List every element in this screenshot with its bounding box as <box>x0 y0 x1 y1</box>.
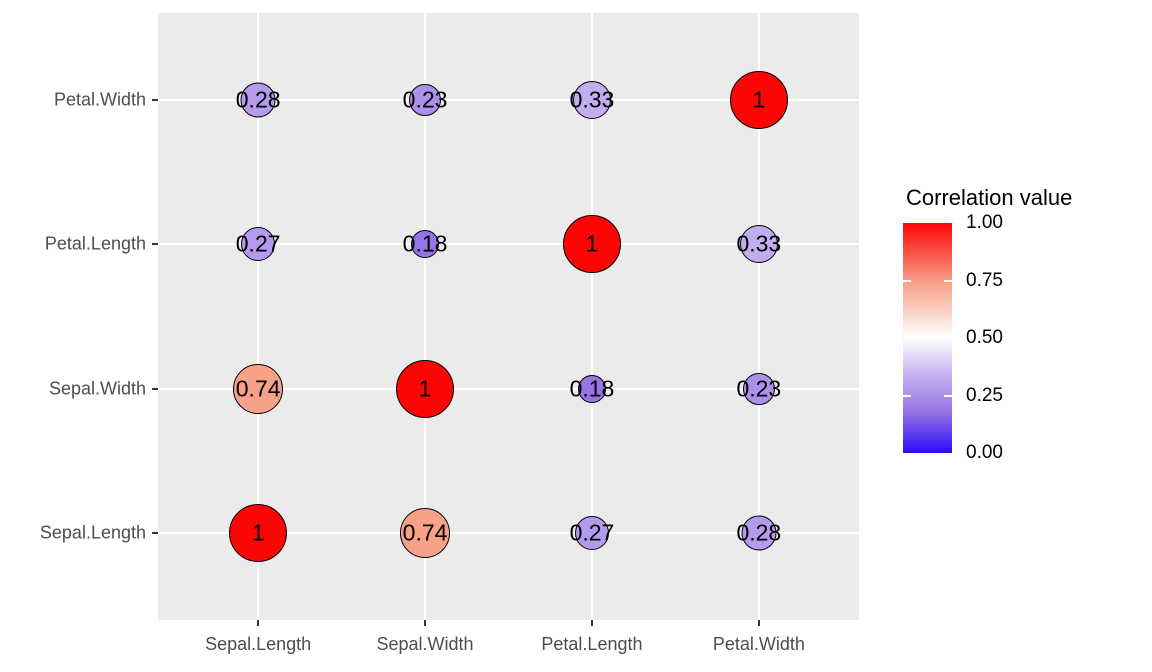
correlation-bubble <box>742 372 775 405</box>
correlation-bubble <box>240 82 276 118</box>
x-axis-tick <box>757 620 760 626</box>
plot-panel: 0.28 0.23 0.33 1 0.27 0.18 1 0.33 0.74 1 0.18 0.23 1… <box>158 13 859 620</box>
correlation-bubble <box>739 225 778 264</box>
x-axis-tick <box>257 620 260 626</box>
correlation-value-label: 0.27 <box>235 230 281 257</box>
correlation-value-label: 0.28 <box>235 86 281 113</box>
legend-tick-labels: 1.00 0.75 0.50 0.25 0.00 <box>966 212 1046 463</box>
correlation-bubble <box>572 80 611 119</box>
correlation-bubble <box>729 70 788 129</box>
correlation-value-label: 0.33 <box>736 230 782 257</box>
correlation-value-label: 1 <box>585 230 599 257</box>
gridline-vertical <box>590 13 593 620</box>
correlation-value-label: 0.18 <box>569 375 615 402</box>
gridline-vertical <box>257 13 260 620</box>
correlation-bubble <box>574 516 609 551</box>
legend-tick-label: 0.25 <box>966 384 1003 406</box>
y-axis-label: Petal.Length <box>44 233 146 254</box>
legend-bar-tick <box>903 279 911 282</box>
x-axis-label: Petal.Width <box>712 634 805 654</box>
correlation-bubble <box>241 227 276 262</box>
correlation-value-label: 0.23 <box>736 375 782 402</box>
correlation-bubble <box>396 359 455 418</box>
gridline-horizontal <box>158 98 859 101</box>
correlation-value-label: 0.23 <box>402 86 448 113</box>
correlation-bubble <box>400 508 451 559</box>
y-axis-tick <box>152 532 158 535</box>
y-axis-label: Petal.Width <box>53 89 146 110</box>
correlation-bubble <box>409 83 442 116</box>
x-axis-tick <box>424 620 427 626</box>
legend-title: Correlation value <box>906 185 1073 210</box>
correlation-value-label: 1 <box>418 375 432 402</box>
correlation-bubble <box>233 363 284 414</box>
gridline-vertical <box>757 13 760 620</box>
y-axis-tick <box>152 243 158 246</box>
y-axis-tick <box>152 387 158 390</box>
correlation-value-label: 0.28 <box>736 519 782 546</box>
correlation-value-label: 0.74 <box>402 519 448 546</box>
legend-bar-tick <box>944 279 952 282</box>
gridline-horizontal <box>158 532 859 535</box>
gridline-vertical <box>424 13 427 620</box>
correlation-bubble <box>229 504 288 563</box>
legend-tick-label: 0.50 <box>966 327 1003 348</box>
x-axis: Sepal.Length Sepal.Width Petal.Length Petal… <box>158 620 859 672</box>
gridline-horizontal <box>158 387 859 390</box>
correlation-bubble <box>577 374 606 403</box>
x-axis-label: Sepal.Width <box>376 634 474 654</box>
correlation-bubble <box>741 515 777 551</box>
legend-tick-label: 1.00 <box>966 212 1003 233</box>
correlation-value-label: 0.74 <box>235 375 281 402</box>
legend-bar-tick <box>903 394 911 397</box>
legend-tick-label: 0.00 <box>966 442 1003 463</box>
correlation-value-label: 0.33 <box>569 86 615 113</box>
legend: Correlation value 1.00 0.75 0.50 0.25 0.00 <box>903 185 1143 475</box>
y-axis: Petal.Width Petal.Length Sepal.Width Sepal.… <box>0 13 158 620</box>
correlation-bubble <box>562 215 621 274</box>
y-axis-label: Sepal.Length <box>39 522 146 543</box>
correlation-value-label: 1 <box>251 519 265 546</box>
correlation-value-label: 1 <box>752 86 766 113</box>
gridline-horizontal <box>158 243 859 246</box>
legend-tick-label: 0.75 <box>966 269 1003 291</box>
x-axis-label: Sepal.Length <box>205 634 312 654</box>
legend-bar-tick <box>944 394 952 397</box>
x-axis-tick <box>590 620 593 626</box>
correlation-value-label: 0.27 <box>569 519 615 546</box>
correlation-value-label: 0.18 <box>402 230 448 257</box>
x-axis-label: Petal.Length <box>541 634 643 654</box>
y-axis-tick <box>152 98 158 101</box>
y-axis-label: Sepal.Width <box>48 378 146 399</box>
correlation-bubble <box>411 230 440 259</box>
legend-colorbar <box>903 223 952 453</box>
